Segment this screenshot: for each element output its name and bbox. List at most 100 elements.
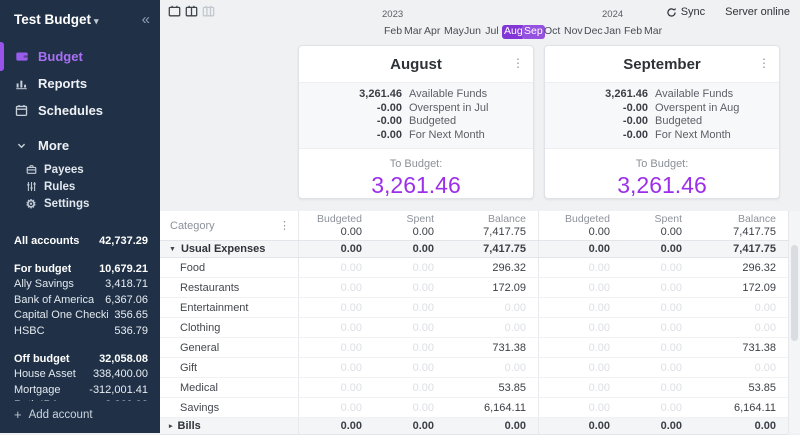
to-budget-amount[interactable]: 3,261.46 [617, 172, 707, 198]
m1-balance-cell[interactable]: 0.00 [504, 301, 526, 314]
account-item[interactable]: House Asset 338,400.00 [0, 367, 160, 383]
m1-spent-cell[interactable]: 0.00 [412, 301, 434, 314]
m1-spent-cell[interactable]: 0.00 [412, 381, 434, 394]
m1-balance-cell[interactable]: 296.32 [492, 261, 526, 274]
month-nav-month[interactable]: Dec [584, 25, 603, 37]
m2-budgeted-cell[interactable]: 0.00 [538, 318, 622, 337]
m1-budgeted-cell[interactable]: 0.00 [298, 318, 374, 337]
m1-budgeted-cell[interactable]: 0.00 [298, 278, 374, 297]
m2-balance-cell[interactable]: 0.00 [754, 361, 776, 374]
m2-budgeted-cell[interactable]: 0.00 [538, 398, 622, 417]
category-group-name[interactable]: ▸ Bills [169, 420, 201, 432]
m2-spent-cell[interactable]: 0.00 [660, 361, 682, 374]
m1-spent-header[interactable]: Spent 0.00 [406, 213, 434, 238]
account-group-header[interactable]: For budget 10,679.21 [0, 262, 160, 278]
category-name[interactable]: Restaurants [180, 281, 240, 294]
m1-budgeted-cell[interactable]: 0.00 [298, 338, 374, 357]
m1-balance-cell[interactable]: 53.85 [498, 381, 526, 394]
month-nav-month[interactable]: Jun [464, 25, 481, 37]
account-group-header[interactable]: Off budget 32,058.08 [0, 352, 160, 368]
expand-arrow-icon[interactable]: ▼ [169, 245, 176, 253]
server-status-button[interactable]: Server online [725, 6, 790, 18]
m1-balance-cell[interactable]: 172.09 [492, 281, 526, 294]
expand-arrow-icon[interactable]: ▸ [169, 423, 173, 430]
category-name[interactable]: Entertainment [180, 301, 249, 314]
m2-balance-cell[interactable]: 0.00 [754, 301, 776, 314]
m2-budgeted-cell[interactable]: 0.00 [538, 258, 622, 277]
m2-spent-cell[interactable]: 0.00 [660, 341, 682, 354]
month-nav-month[interactable]: Jan [604, 25, 621, 37]
kebab-menu-icon[interactable]: ⋮ [279, 220, 290, 232]
month-nav-month[interactable]: Aug [502, 24, 525, 39]
category-group-name[interactable]: ▼ Usual Expenses [169, 243, 266, 255]
add-account-button[interactable]: + Add account [0, 401, 160, 433]
m2-budgeted-header[interactable]: Budgeted 0.00 [538, 211, 622, 240]
month-nav-month[interactable]: May [444, 25, 464, 37]
category-name[interactable]: Clothing [180, 321, 221, 334]
budget-file-menu[interactable]: Test Budget ▾ [14, 12, 99, 27]
to-budget-amount[interactable]: 3,261.46 [371, 172, 461, 198]
m1-budgeted-cell[interactable]: 0.00 [298, 358, 374, 377]
category-name[interactable]: Medical [180, 381, 218, 394]
m1-spent-cell[interactable]: 0.00 [412, 341, 434, 354]
month-nav-month[interactable]: Mar [404, 25, 423, 37]
m2-balance-cell[interactable]: 172.09 [742, 281, 776, 294]
month-nav-month[interactable]: Mar [644, 25, 663, 37]
sidebar-item-payees[interactable]: Payees [0, 161, 160, 178]
m2-balance-header[interactable]: Balance 7,417.75 [733, 213, 776, 238]
sidebar-item-schedules[interactable]: Schedules [0, 97, 160, 124]
account-item[interactable]: Mortgage -312,001.41 [0, 383, 160, 399]
m1-balance-cell[interactable]: 0.00 [504, 321, 526, 334]
m2-spent-cell[interactable]: 0.00 [660, 301, 682, 314]
account-item[interactable]: Bank of America 6,367.06 [0, 293, 160, 309]
m1-balance-header[interactable]: Balance 7,417.75 [483, 213, 526, 238]
m1-budgeted-header[interactable]: Budgeted 0.00 [298, 211, 374, 240]
m2-balance-cell[interactable]: 0.00 [754, 321, 776, 334]
m1-budgeted-cell[interactable]: 0.00 [298, 298, 374, 317]
month-nav-month[interactable]: Jul [485, 25, 499, 37]
m2-budgeted-cell[interactable]: 0.00 [538, 298, 622, 317]
sidebar-collapse-button[interactable]: « [141, 10, 150, 28]
m2-budgeted-cell[interactable]: 0.00 [538, 358, 622, 377]
m2-budgeted-cell[interactable]: 0.00 [538, 378, 622, 397]
scrollbar[interactable] [788, 211, 800, 433]
sidebar-item-rules[interactable]: Rules [0, 178, 160, 195]
m2-balance-cell[interactable]: 6,164.11 [733, 401, 776, 414]
sync-button[interactable]: Sync [666, 6, 705, 18]
m1-spent-cell[interactable]: 0.00 [412, 361, 434, 374]
m2-spent-cell[interactable]: 0.00 [660, 401, 682, 414]
all-accounts-item[interactable]: All accounts 42,737.29 [0, 234, 160, 250]
calendar-3-month-icon[interactable] [202, 5, 215, 17]
month-nav-month[interactable]: Apr [424, 25, 441, 37]
sidebar-item-settings[interactable]: ⚙ Settings [0, 195, 160, 212]
account-item[interactable]: Ally Savings 3,418.71 [0, 277, 160, 293]
category-name[interactable]: Food [180, 261, 206, 274]
m2-budgeted-cell[interactable]: 0.00 [538, 338, 622, 357]
m2-budgeted-cell[interactable]: 0.00 [538, 278, 622, 297]
m1-balance-cell[interactable]: 6,164.11 [483, 401, 526, 414]
kebab-menu-icon[interactable]: ⋮ [512, 56, 524, 70]
m2-spent-cell[interactable]: 0.00 [660, 321, 682, 334]
m2-spent-cell[interactable]: 0.00 [660, 381, 682, 394]
m1-spent-cell[interactable]: 0.00 [412, 321, 434, 334]
account-item[interactable]: HSBC 536.79 [0, 324, 160, 340]
month-nav-month[interactable]: Sep [522, 24, 545, 39]
m1-spent-cell[interactable]: 0.00 [412, 281, 434, 294]
sidebar-item-reports[interactable]: Reports [0, 70, 160, 97]
month-nav-month[interactable]: Feb [624, 25, 643, 37]
calendar-1-month-icon[interactable] [168, 5, 181, 17]
m1-balance-cell[interactable]: 0.00 [504, 361, 526, 374]
sidebar-more-toggle[interactable]: More [0, 132, 160, 159]
m1-balance-cell[interactable]: 731.38 [492, 341, 526, 354]
month-nav-month[interactable]: Feb [384, 25, 403, 37]
sidebar-item-budget[interactable]: Budget [0, 42, 160, 71]
m2-spent-cell[interactable]: 0.00 [660, 281, 682, 294]
account-item[interactable]: Capital One Checking 356.65 [0, 308, 160, 324]
calendar-2-month-icon[interactable] [185, 5, 198, 17]
m1-budgeted-cell[interactable]: 0.00 [298, 378, 374, 397]
account-item[interactable]: Roth IRA 2,269.98 [0, 398, 160, 401]
category-name[interactable]: Gift [180, 361, 198, 374]
m1-spent-cell[interactable]: 0.00 [412, 401, 434, 414]
m2-balance-cell[interactable]: 731.38 [742, 341, 776, 354]
m2-balance-cell[interactable]: 53.85 [748, 381, 776, 394]
